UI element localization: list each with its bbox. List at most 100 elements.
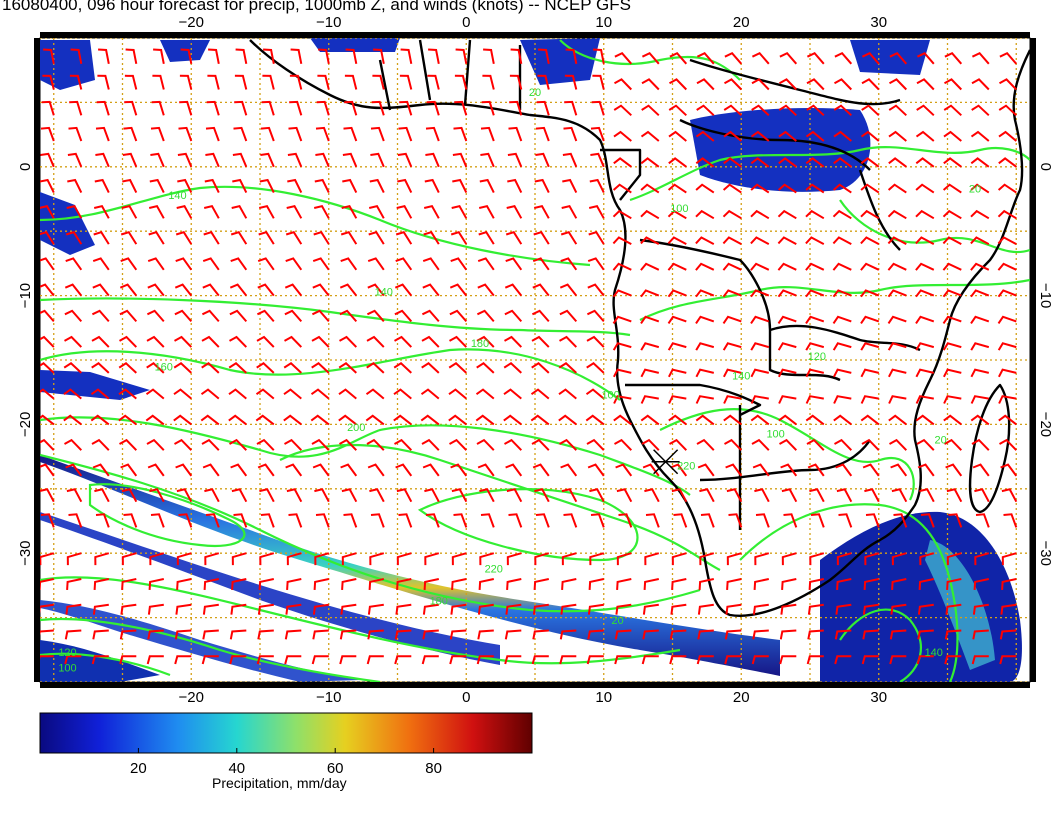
wind-barb xyxy=(146,309,165,323)
wind-barb xyxy=(805,342,825,351)
contour-line xyxy=(40,348,621,401)
wind-barb xyxy=(532,283,550,297)
precip-band-2 xyxy=(40,512,500,665)
right-tick-labels: 0 −10 −20 −30 xyxy=(1037,163,1054,566)
wind-barb xyxy=(476,335,495,348)
wind-barb xyxy=(668,104,687,117)
wind-barb xyxy=(147,283,165,297)
wind-barb xyxy=(724,51,743,65)
wind-barb xyxy=(200,414,220,426)
border xyxy=(600,148,642,201)
wind-barb xyxy=(783,513,798,528)
contour-label: 100 xyxy=(601,390,619,402)
wind-barb xyxy=(95,513,110,528)
wind-barb xyxy=(480,126,495,142)
wind-barb xyxy=(861,438,880,451)
wind-barb xyxy=(120,603,137,615)
wind-barb xyxy=(861,655,879,665)
wind-barb xyxy=(970,368,990,378)
wind-barb xyxy=(201,362,220,374)
wind-barb xyxy=(174,283,193,297)
wind-barb xyxy=(531,362,550,374)
wind-barb xyxy=(338,362,357,374)
wind-barb xyxy=(944,438,963,451)
precip-north-1 xyxy=(40,40,95,90)
wind-barb xyxy=(258,578,275,590)
wind-barb xyxy=(751,438,770,451)
wind-barb xyxy=(64,438,83,451)
border xyxy=(858,169,901,251)
wind-barb xyxy=(915,130,935,142)
wind-barb xyxy=(366,438,385,451)
precip-equatorial xyxy=(690,108,871,192)
wind-barb xyxy=(397,152,413,168)
wind-barb xyxy=(180,48,193,64)
wind-barb xyxy=(201,655,219,665)
wind-barb xyxy=(1001,488,1018,503)
wind-barb xyxy=(229,438,248,451)
wind-barb xyxy=(148,231,165,245)
wind-barb xyxy=(916,655,934,665)
wind-barb xyxy=(289,100,303,116)
wind-barb xyxy=(314,552,330,566)
wind-barb xyxy=(669,629,687,640)
wind-barb xyxy=(174,335,193,348)
wind-barb xyxy=(586,362,605,374)
wind-barb xyxy=(781,488,798,503)
wind-barb xyxy=(124,74,138,90)
wind-barb xyxy=(641,655,659,665)
wind-barb xyxy=(562,152,578,168)
wind-barb xyxy=(667,289,687,298)
wind-barb xyxy=(722,342,742,351)
wind-barb xyxy=(64,335,83,348)
wind-barb xyxy=(1003,513,1018,528)
wind-barb xyxy=(559,309,578,323)
wind-barb xyxy=(535,513,550,528)
wind-barb xyxy=(915,236,935,245)
wind-barb xyxy=(393,388,412,400)
wind-barb xyxy=(339,438,358,451)
wind-barb xyxy=(370,126,385,142)
wind-barb xyxy=(68,513,83,528)
wind-barb xyxy=(999,438,1018,451)
wind-barb xyxy=(421,335,440,348)
wind-barb xyxy=(864,552,880,566)
wind-barb xyxy=(779,438,798,451)
wind-barb xyxy=(98,48,110,64)
wind-barb xyxy=(63,388,82,400)
wind-barb xyxy=(724,629,742,640)
wind-barb xyxy=(450,463,468,477)
wind-barb xyxy=(945,603,962,615)
wind-barb xyxy=(147,463,165,477)
wind-barb xyxy=(535,126,550,142)
wind-barb xyxy=(69,74,83,90)
wind-barb xyxy=(425,513,440,528)
wind-barb xyxy=(231,552,247,566)
wind-barb xyxy=(889,655,907,665)
wind-barb xyxy=(531,438,550,451)
wind-barb xyxy=(204,552,220,566)
wind-barb xyxy=(592,74,605,90)
wind-barb xyxy=(119,629,137,640)
wind-barb xyxy=(586,335,605,348)
wind-barb xyxy=(836,578,852,590)
wind-barb xyxy=(751,51,770,65)
wind-barb xyxy=(95,126,110,142)
wind-barb xyxy=(504,335,523,348)
wind-barb xyxy=(612,209,632,220)
wind-barb xyxy=(561,552,577,566)
wind-barb xyxy=(805,289,825,298)
wind-barb xyxy=(805,236,825,245)
wind-barb xyxy=(832,183,852,194)
wind-barb xyxy=(559,283,578,297)
wind-barb xyxy=(754,552,770,566)
wind-barb xyxy=(229,335,248,348)
wind-barb xyxy=(559,655,577,665)
wind-barb xyxy=(616,488,633,503)
wind-barb xyxy=(477,257,495,271)
lon-tick-label: −20 xyxy=(179,689,204,706)
wind-barb xyxy=(94,488,110,503)
wind-barb xyxy=(588,231,605,245)
wind-barb xyxy=(65,463,83,477)
wind-barb xyxy=(613,104,632,117)
